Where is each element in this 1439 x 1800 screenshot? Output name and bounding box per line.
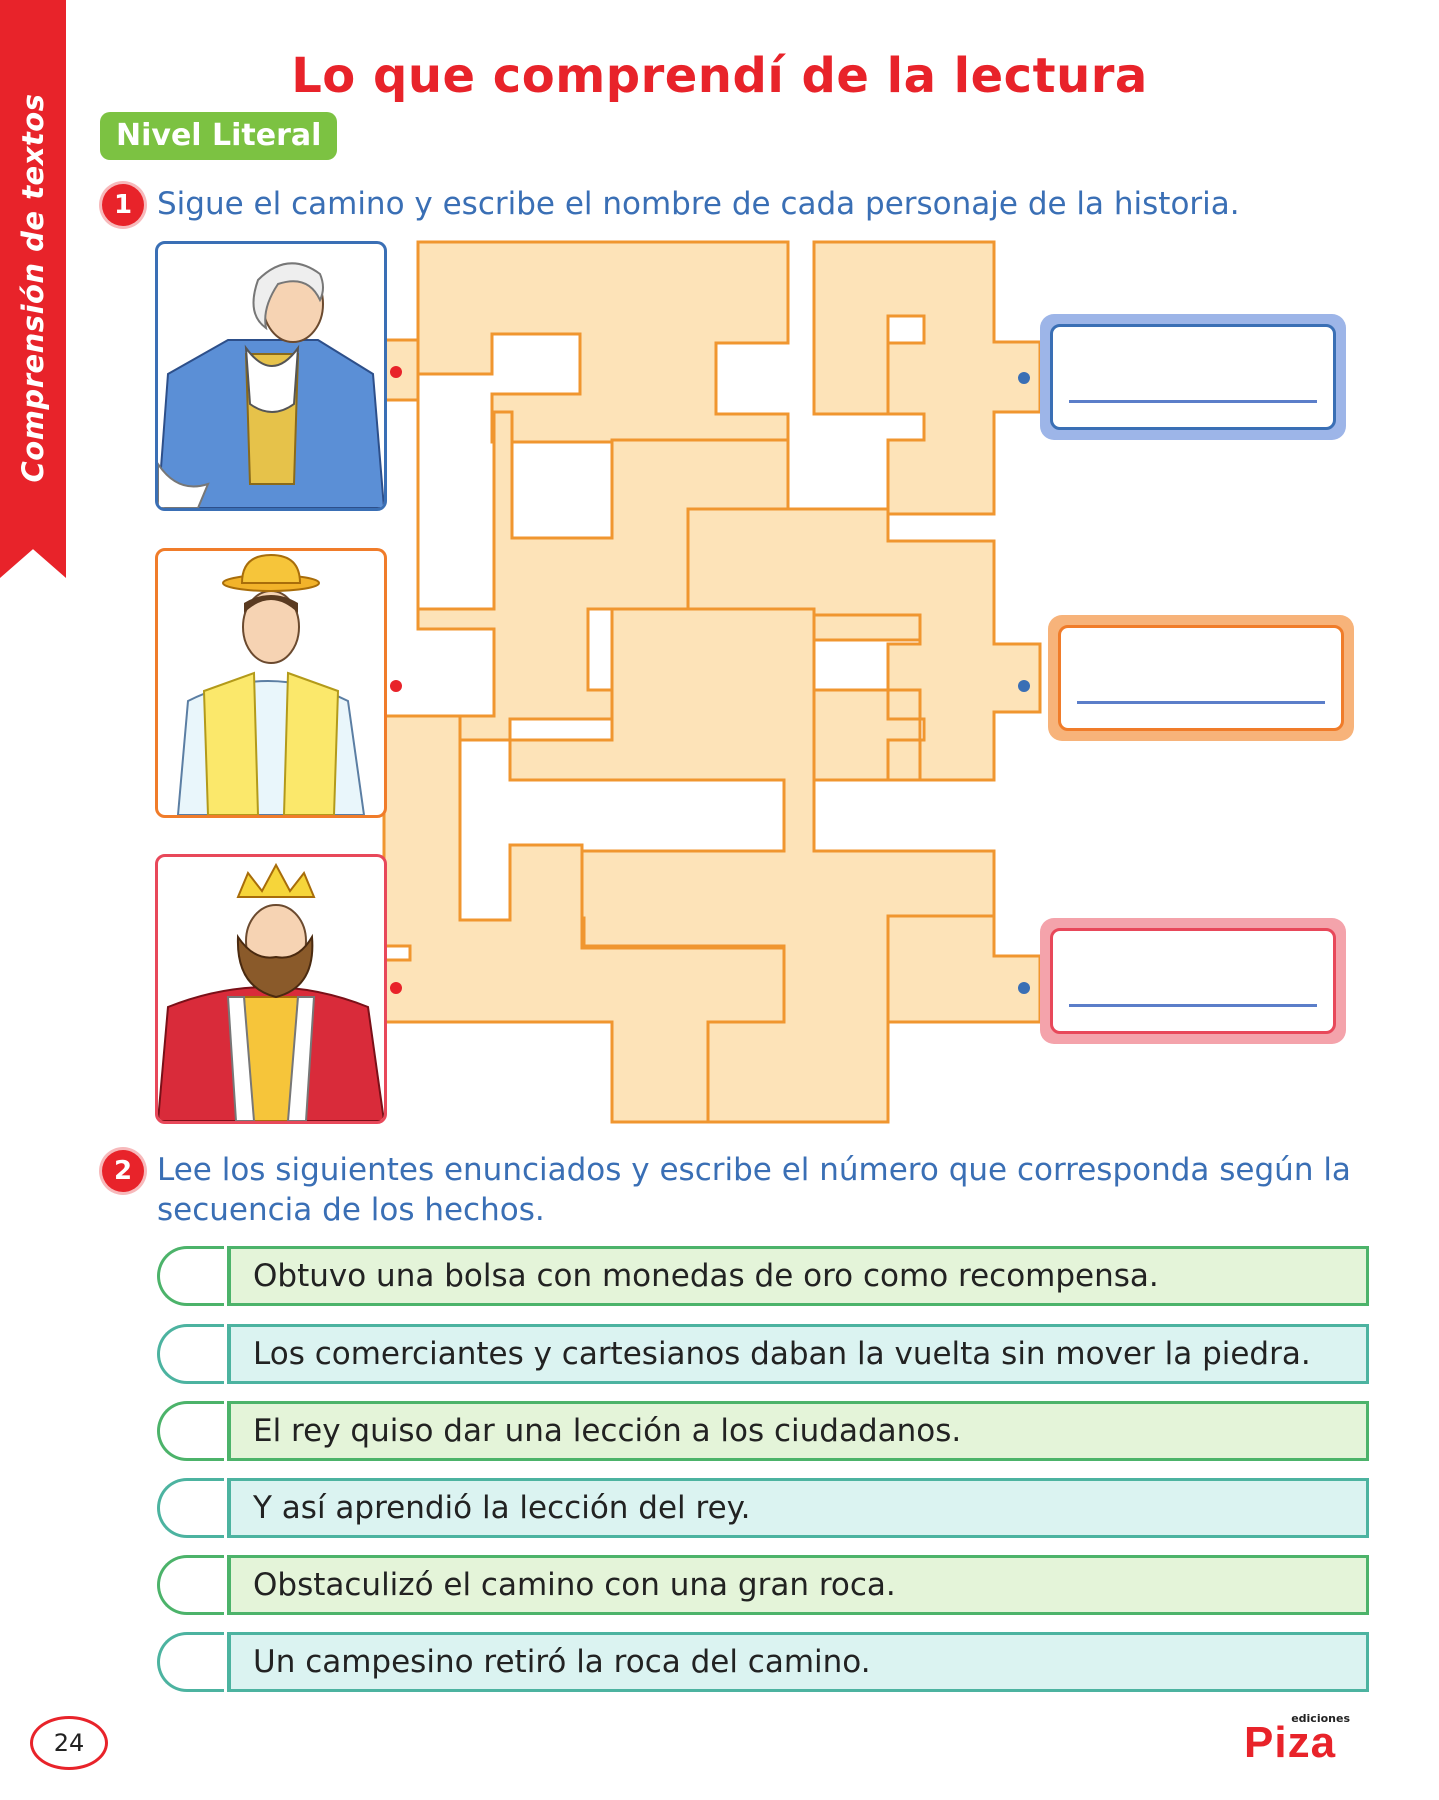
name-field-2[interactable] (1058, 625, 1344, 731)
start-dot-3 (390, 982, 402, 994)
statement-text: Los comerciantes y cartesianos daban la … (227, 1324, 1369, 1384)
writing-line (1069, 1004, 1317, 1007)
question-2-number: 2 (102, 1150, 144, 1192)
maze-path-b (812, 240, 1042, 516)
statement-row: Obtuvo una bolsa con monedas de oro como… (157, 1246, 1369, 1306)
name-box-1 (1040, 314, 1346, 440)
name-box-3 (1040, 918, 1346, 1044)
name-field-1[interactable] (1050, 324, 1336, 430)
maze-path-g (886, 914, 1042, 1024)
character-box-1 (155, 241, 387, 511)
sequence-number-field[interactable] (157, 1324, 224, 1384)
level-badge: Nivel Literal (100, 112, 338, 160)
statement-text: Y así aprendió la lección del rey. (227, 1478, 1369, 1538)
character-king-icon (158, 862, 384, 1121)
statement-row: Un campesino retiró la roca del camino. (157, 1632, 1369, 1692)
page-title: Lo que comprendí de la lectura (291, 48, 1148, 104)
maze-path-f (382, 714, 786, 1124)
writing-line (1069, 400, 1317, 403)
statement-row: Y así aprendió la lección del rey. (157, 1478, 1369, 1538)
maze-path-c (382, 338, 790, 742)
character-peasant-icon (176, 553, 366, 815)
statement-row: Obstaculizó el camino con una gran roca. (157, 1555, 1369, 1615)
sequence-number-field[interactable] (157, 1401, 224, 1461)
character-gentleman-icon (158, 262, 384, 508)
page-number: 24 (30, 1716, 108, 1770)
end-dot-3 (1018, 982, 1030, 994)
statement-row: Los comerciantes y cartesianos daban la … (157, 1324, 1369, 1384)
sequence-number-field[interactable] (157, 1246, 224, 1306)
maze (382, 240, 1042, 1124)
statement-text: Obstaculizó el camino con una gran roca. (227, 1555, 1369, 1615)
writing-line (1077, 701, 1325, 704)
end-dot-2 (1018, 680, 1030, 692)
statement-row: El rey quiso dar una lección a los ciuda… (157, 1401, 1369, 1461)
start-dot-1 (390, 366, 402, 378)
sequence-number-field[interactable] (157, 1555, 224, 1615)
side-ribbon: Comprensión de textos (0, 0, 66, 578)
character-box-3 (155, 854, 387, 1124)
statement-text: Obtuvo una bolsa con monedas de oro como… (227, 1246, 1369, 1306)
sequence-number-field[interactable] (157, 1478, 224, 1538)
character-box-2 (155, 548, 387, 818)
sequence-number-field[interactable] (157, 1632, 224, 1692)
brand-logo: ediciones Piza (1244, 1712, 1354, 1770)
question-1-number: 1 (102, 184, 144, 226)
maze-path-a (416, 240, 790, 448)
maze-path-e (508, 607, 996, 1124)
start-dot-2 (390, 680, 402, 692)
statement-text: Un campesino retiró la roca del camino. (227, 1632, 1369, 1692)
name-field-3[interactable] (1050, 928, 1336, 1034)
question-2-text: Lee los siguientes enunciados y escribe … (157, 1152, 1351, 1228)
end-dot-1 (1018, 372, 1030, 384)
statement-text: El rey quiso dar una lección a los ciuda… (227, 1401, 1369, 1461)
question-1-text: Sigue el camino y escribe el nombre de c… (157, 186, 1240, 222)
name-box-2 (1048, 615, 1354, 741)
brand-small-text: ediciones (1291, 1712, 1350, 1725)
brand-name: Piza (1244, 1718, 1337, 1767)
